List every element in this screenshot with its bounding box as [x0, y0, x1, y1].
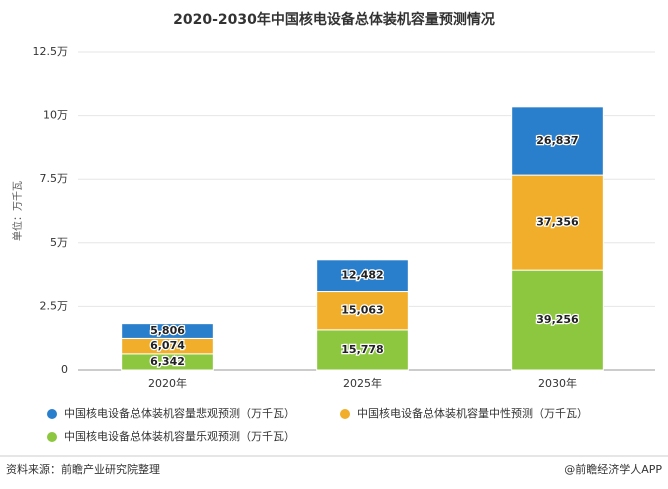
legend-label: 中国核电设备总体装机容量悲观预测（万千瓦） — [64, 406, 295, 420]
legend-swatch — [340, 409, 350, 419]
source: 资料来源：前瞻产业研究院整理 — [6, 462, 160, 476]
legend-label: 中国核电设备总体装机容量中性预测（万千瓦） — [357, 406, 588, 420]
value-label: 15,778 — [341, 343, 383, 356]
y-tick-label: 2.5万 — [40, 299, 69, 312]
y-tick-label: 5万 — [50, 236, 68, 249]
value-label: 15,063 — [341, 304, 383, 317]
y-tick-label: 0 — [61, 363, 68, 376]
credit: @前瞻经济学人APP — [564, 462, 662, 476]
bar-segment — [511, 106, 604, 176]
y-axis-label: 单位：万千瓦 — [11, 181, 24, 241]
bar-segment — [511, 269, 604, 371]
bar-segment — [316, 259, 409, 293]
bar-segment — [316, 329, 409, 371]
value-label: 6,074 — [150, 339, 185, 352]
legend-swatch — [47, 409, 57, 419]
x-tick-label: 2020年 — [148, 376, 187, 390]
y-tick-label: 7.5万 — [40, 172, 69, 185]
value-label: 37,356 — [536, 216, 579, 229]
bar-segment — [121, 323, 214, 339]
value-label: 12,482 — [341, 269, 383, 282]
bar-segment — [511, 174, 604, 271]
value-label: 5,806 — [150, 324, 185, 337]
x-tick-label: 2030年 — [538, 376, 577, 390]
chart-title: 2020-2030年中国核电设备总体装机容量预测情况 — [173, 11, 495, 28]
bar-segment — [316, 291, 409, 331]
x-tick-label: 2025年 — [343, 376, 382, 390]
value-label: 39,256 — [536, 313, 579, 326]
y-tick-label: 10万 — [43, 109, 68, 122]
value-label: 6,342 — [150, 355, 185, 368]
value-label: 26,837 — [536, 134, 578, 147]
legend-label: 中国核电设备总体装机容量乐观预测（万千瓦） — [64, 429, 295, 443]
legend-swatch — [47, 432, 57, 442]
y-tick-label: 12.5万 — [33, 45, 69, 58]
